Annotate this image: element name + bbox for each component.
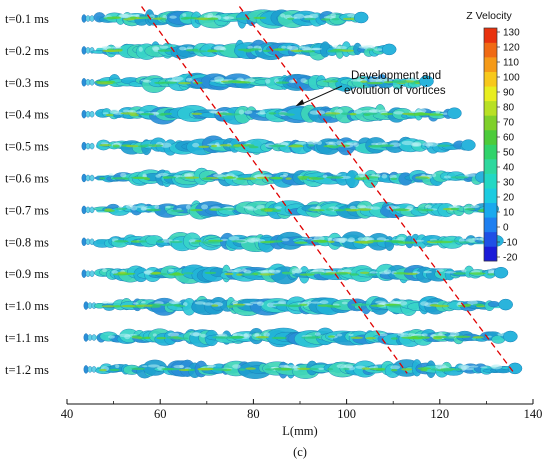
time-label: t=0.7 ms (5, 203, 49, 217)
x-tick-label: 40 (61, 407, 74, 421)
jet-plume (81, 200, 499, 220)
colorbar-segment (484, 115, 497, 131)
colorbar-tick-label: -20 (503, 253, 518, 264)
x-tick-label: 60 (154, 407, 167, 421)
colorbar-tick-label: 110 (503, 58, 519, 69)
colorbar-tick-label: 80 (503, 103, 515, 114)
x-tick-label: 100 (337, 407, 356, 421)
jet-plume (83, 359, 523, 379)
colorbar-tick-label: 30 (503, 178, 515, 189)
time-label: t=0.9 ms (5, 267, 49, 281)
x-axis-label: L(mm) (282, 424, 317, 438)
colorbar-segment (484, 129, 497, 145)
colorbar-segment (484, 231, 497, 247)
colorbar-tick-label: 120 (503, 43, 520, 54)
colorbar-title: Z Velocity (466, 10, 512, 22)
x-tick-label: 120 (430, 407, 449, 421)
jet-plume (83, 327, 518, 348)
colorbar-segment (484, 144, 497, 160)
jet-plume (81, 231, 504, 253)
colorbar-segment (484, 159, 497, 174)
x-tick-label: 140 (524, 407, 543, 421)
colorbar-tick-label: 50 (503, 148, 515, 159)
time-label: t=1.1 ms (5, 331, 49, 345)
jet-plume (81, 263, 509, 285)
time-label: t=0.3 ms (5, 76, 49, 90)
annotation: Development and evolution of vortices (295, 70, 446, 107)
panel-label: (c) (293, 445, 307, 459)
colorbar-segment (484, 100, 497, 116)
colorbar-tick-label: 70 (503, 118, 515, 129)
trend-line (141, 6, 408, 374)
colorbar-segment (484, 173, 497, 189)
colorbar-tick-label: 100 (503, 73, 520, 84)
colorbar: Z Velocity130120110100908070605040302010… (466, 10, 520, 264)
time-label: t=0.5 ms (5, 140, 49, 154)
time-label: t=0.4 ms (5, 108, 49, 122)
colorbar-tick-label: 0 (503, 223, 509, 234)
time-label: t=1.2 ms (5, 363, 49, 377)
jet-plume (81, 72, 434, 93)
time-label: t=1.0 ms (5, 299, 49, 313)
time-label: t=0.1 ms (5, 12, 49, 26)
colorbar-tick-label: -10 (503, 238, 518, 249)
jet-rows: t=0.1 ms t=0.2 ms t=0.3 ms t=0.4 ms t=0.5 ms… (5, 9, 523, 379)
annotation-line-2: evolution of vortices (344, 85, 446, 97)
trend-line (238, 6, 515, 374)
colorbar-segment (484, 246, 497, 262)
time-label: t=0.6 ms (5, 172, 49, 186)
trend-lines (141, 6, 515, 374)
colorbar-tick-label: 60 (503, 133, 515, 144)
colorbar-segment (484, 202, 497, 218)
colorbar-segment (484, 71, 497, 87)
colorbar-tick-label: 90 (503, 88, 515, 99)
jet-plume (83, 295, 513, 317)
jet-plume (81, 167, 490, 189)
colorbar-segment (484, 28, 497, 43)
time-label: t=0.2 ms (5, 44, 49, 58)
jet-plume (81, 104, 462, 125)
colorbar-segment (484, 217, 497, 233)
colorbar-segment (484, 42, 497, 58)
annotation-arrow (301, 85, 343, 105)
time-label: t=0.8 ms (5, 235, 49, 249)
annotation-line-1: Development and (351, 70, 441, 82)
jet-plume (81, 39, 397, 61)
colorbar-tick-label: 130 (503, 28, 520, 39)
colorbar-tick-label: 20 (503, 193, 515, 204)
colorbar-segment (484, 188, 497, 204)
jet-plume (81, 135, 476, 156)
colorbar-tick-label: 10 (503, 208, 515, 219)
colorbar-segment (484, 57, 497, 72)
colorbar-segment (484, 86, 497, 102)
x-tick-label: 80 (247, 407, 260, 421)
x-axis: 40 60 80 100 120 140 L(mm) (c) (61, 399, 543, 459)
colorbar-tick-label: 40 (503, 163, 515, 174)
jet-plume (81, 9, 369, 29)
